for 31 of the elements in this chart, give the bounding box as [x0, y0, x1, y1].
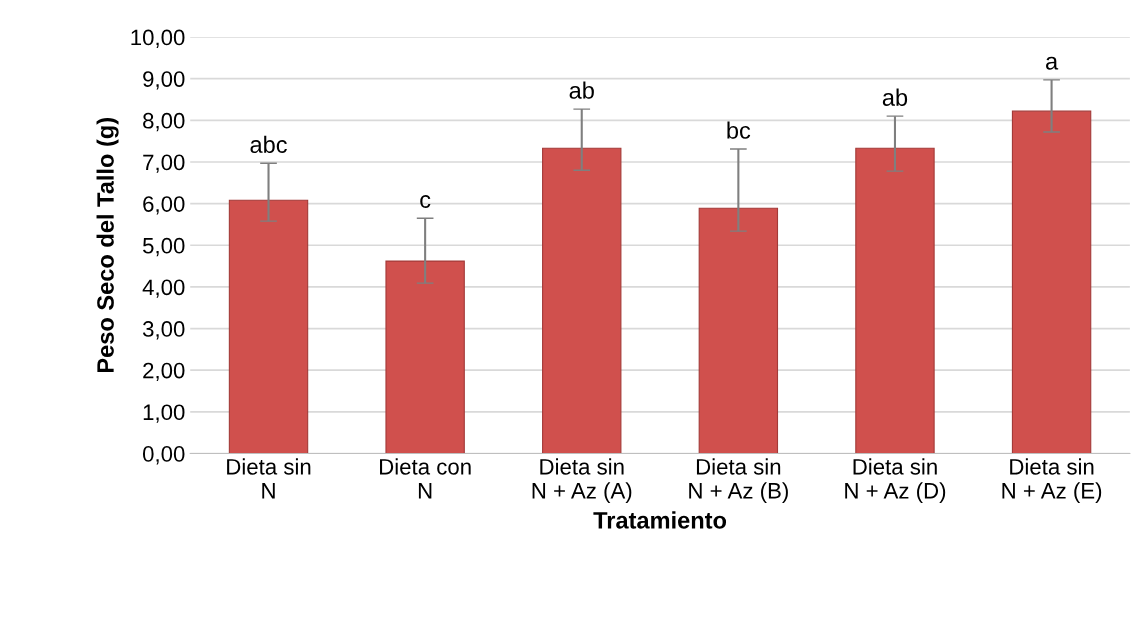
y-tick-label: 3,00 — [142, 321, 185, 340]
y-tick-label: 9,00 — [143, 71, 185, 90]
x-tick-label: Dieta con N — [380, 458, 471, 499]
x-axis-title: Tratamiento — [593, 511, 727, 529]
bar — [1011, 110, 1092, 454]
y-tick-label: 6,00 — [143, 196, 185, 215]
x-tick-label: Dieta sin N — [227, 458, 311, 499]
annotation: bc — [727, 121, 751, 139]
annotation: a — [1046, 56, 1059, 70]
bar — [855, 147, 935, 454]
x-tick-label: Dieta sin N + Az (D) — [845, 458, 946, 503]
bar — [228, 199, 309, 454]
y-tick-label: 4,00 — [142, 279, 185, 298]
x-tick-label: Dieta sin N + Az (E) — [1002, 458, 1102, 503]
y-tick-label: 2,00 — [143, 362, 185, 382]
annotation: c — [420, 195, 431, 208]
x-tick-label: Dieta sin N + Az (B) — [689, 458, 788, 503]
y-tick-label: 1,00 — [143, 404, 185, 423]
y-axis-title: Peso Seco del Tallo (g) — [96, 118, 119, 373]
annotation: abc — [250, 135, 287, 153]
y-tick-label: 5,00 — [142, 237, 185, 257]
y-tick-label: 0,00 — [142, 446, 185, 465]
bar — [542, 147, 622, 454]
x-tick-label: Dieta sin N + Az (A) — [532, 458, 632, 503]
annotation: ab — [569, 81, 594, 99]
annotation: ab — [882, 88, 908, 106]
y-tick-label: 10,00 — [131, 29, 185, 48]
y-tick-label: 8,00 — [143, 112, 185, 132]
bar — [385, 260, 465, 454]
y-tick-label: 7,00 — [143, 154, 185, 173]
bar — [698, 207, 779, 454]
